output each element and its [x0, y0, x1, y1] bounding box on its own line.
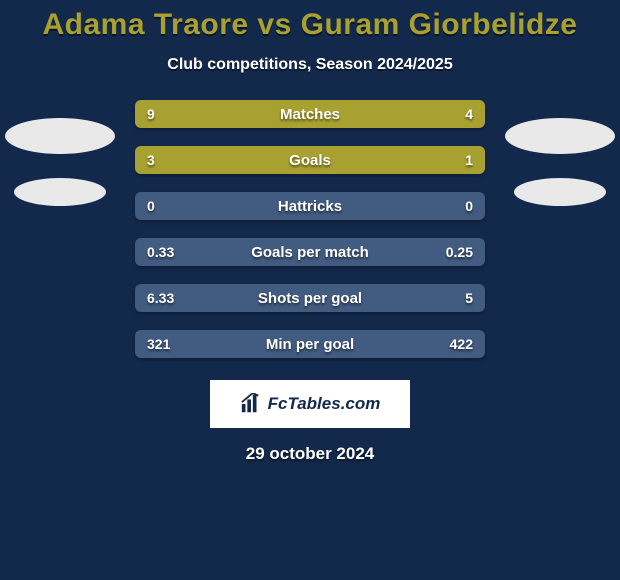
stat-row: 94Matches	[135, 100, 485, 128]
stat-label: Goals per match	[135, 238, 485, 266]
stat-row: 00Hattricks	[135, 192, 485, 220]
player-right-body-silhouette	[514, 178, 606, 206]
logo-text: FcTables.com	[268, 394, 381, 414]
fctables-logo: FcTables.com	[210, 380, 410, 428]
stats-container: 94Matches 31Goals 00Hattricks 0.330.25Goals…	[135, 100, 485, 358]
stat-label: Hattricks	[135, 192, 485, 220]
player-right-avatars	[500, 118, 620, 206]
chart-icon	[240, 393, 262, 415]
stat-row: 6.335Shots per goal	[135, 284, 485, 312]
stat-row: 0.330.25Goals per match	[135, 238, 485, 266]
player-left-avatars	[0, 118, 120, 206]
stat-label: Goals	[135, 146, 485, 174]
stat-label: Shots per goal	[135, 284, 485, 312]
page-title: Adama Traore vs Guram Giorbelidze	[0, 0, 620, 42]
stat-row: 321422Min per goal	[135, 330, 485, 358]
player-right-head-silhouette	[505, 118, 615, 154]
player-left-head-silhouette	[5, 118, 115, 154]
stat-row: 31Goals	[135, 146, 485, 174]
subtitle: Club competitions, Season 2024/2025	[0, 56, 620, 74]
player-left-body-silhouette	[14, 178, 106, 206]
stat-label: Matches	[135, 100, 485, 128]
stat-label: Min per goal	[135, 330, 485, 358]
date-text: 29 october 2024	[0, 444, 620, 464]
